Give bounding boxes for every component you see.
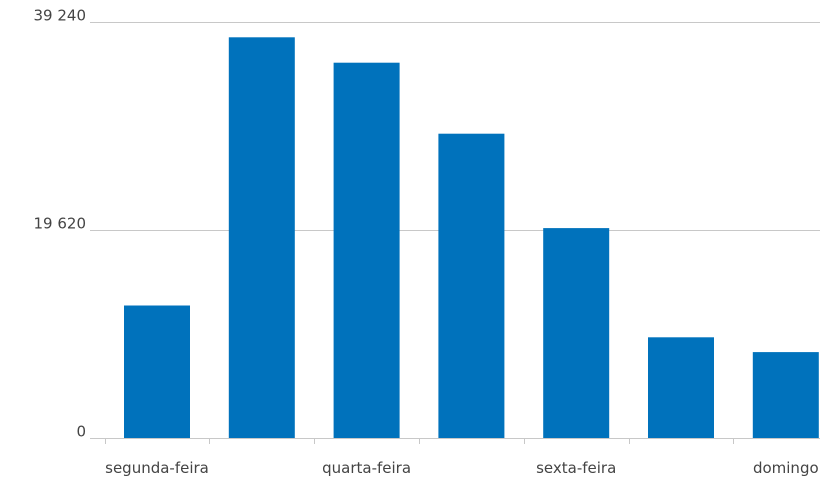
bar-3 (333, 62, 400, 438)
y-tick-label: 0 (76, 423, 86, 441)
bar-2 (228, 37, 295, 439)
x-category-label: segunda-feira (105, 459, 209, 477)
x-axis-labels: segunda-feira quarta-feira sexta-feira domi… (105, 459, 819, 477)
bar-5 (543, 228, 610, 438)
x-category-label: sexta-feira (536, 459, 616, 477)
y-tick-label: 39 240 (34, 7, 87, 25)
bars (124, 37, 819, 439)
x-category-label: domingo (753, 459, 819, 477)
bar-1 (124, 305, 190, 438)
bar-7 (752, 352, 819, 438)
x-category-label: quarta-feira (322, 459, 411, 477)
y-axis-tick-labels: 0 19 620 39 240 (34, 7, 87, 441)
bar-6 (648, 337, 714, 438)
x-axis-ticks (105, 438, 734, 444)
y-tick-label: 19 620 (34, 215, 87, 233)
bar-4 (438, 133, 505, 438)
